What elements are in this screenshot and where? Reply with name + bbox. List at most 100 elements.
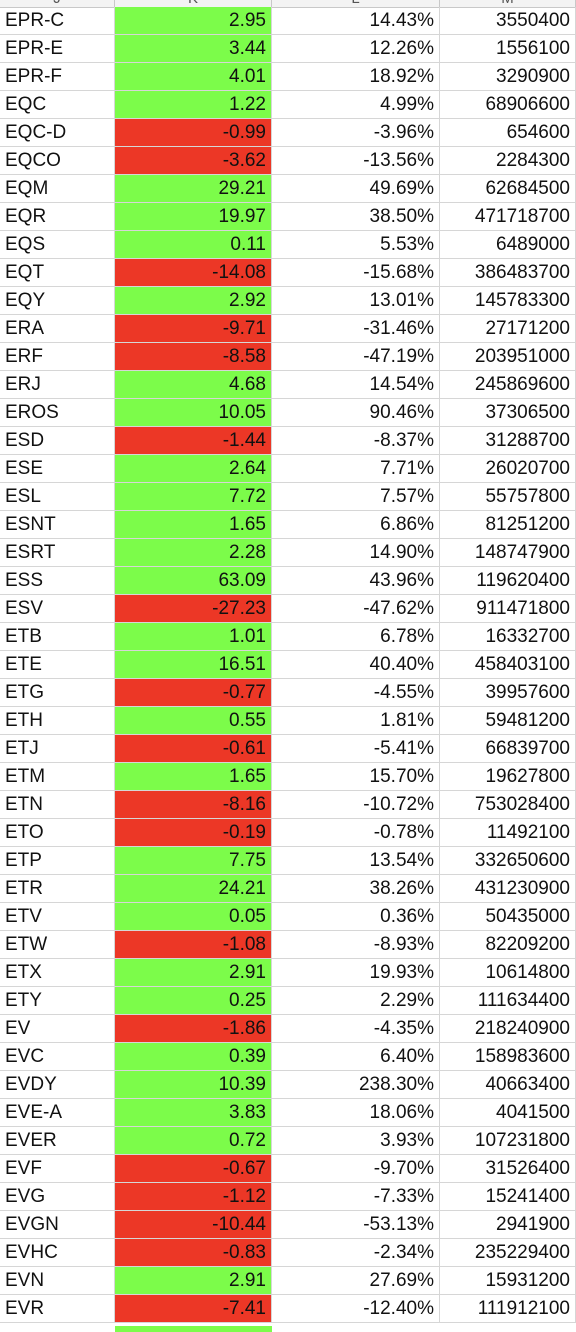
percent-change-cell[interactable]: -12.40%	[272, 1295, 440, 1323]
volume-cell[interactable]: 50435000	[440, 903, 576, 931]
change-cell[interactable]: 0.05	[115, 903, 272, 931]
percent-change-cell[interactable]: 7.71%	[272, 455, 440, 483]
percent-change-cell[interactable]: 19.93%	[272, 959, 440, 987]
volume-cell[interactable]: 39957600	[440, 679, 576, 707]
ticker-cell[interactable]: EVR	[0, 1295, 115, 1323]
ticker-cell[interactable]: EV	[0, 1015, 115, 1043]
change-cell[interactable]: 4.01	[115, 63, 272, 91]
change-cell[interactable]: 10.05	[115, 399, 272, 427]
ticker-cell[interactable]: ETG	[0, 679, 115, 707]
change-cell[interactable]: -0.83	[115, 1239, 272, 1267]
percent-change-cell[interactable]: 2.29%	[272, 987, 440, 1015]
ticker-cell[interactable]: EQY	[0, 287, 115, 315]
change-cell[interactable]: 7.72	[115, 483, 272, 511]
volume-cell[interactable]: 1556100	[440, 35, 576, 63]
change-cell[interactable]: -1.08	[115, 931, 272, 959]
change-cell[interactable]: 0.72	[115, 1127, 272, 1155]
percent-change-cell[interactable]: 15.70%	[272, 763, 440, 791]
ticker-cell[interactable]: EQT	[0, 259, 115, 287]
percent-change-cell[interactable]: -53.13%	[272, 1211, 440, 1239]
ticker-cell[interactable]: ETB	[0, 623, 115, 651]
ticker-cell[interactable]: EQR	[0, 203, 115, 231]
change-cell[interactable]: 1.65	[115, 511, 272, 539]
percent-change-cell[interactable]: -5.41%	[272, 735, 440, 763]
change-cell[interactable]: 2.92	[115, 287, 272, 315]
volume-cell[interactable]: 2941900	[440, 1211, 576, 1239]
percent-change-cell[interactable]: -13.56%	[272, 147, 440, 175]
percent-change-cell[interactable]: 6.86%	[272, 511, 440, 539]
volume-cell[interactable]: 107231800	[440, 1127, 576, 1155]
ticker-cell[interactable]: EPR-F	[0, 63, 115, 91]
change-cell[interactable]: 2.28	[115, 539, 272, 567]
percent-change-cell[interactable]: 7.57%	[272, 483, 440, 511]
change-cell[interactable]: 10.39	[115, 1071, 272, 1099]
change-cell[interactable]: -8.16	[115, 791, 272, 819]
volume-cell[interactable]: 458403100	[440, 651, 576, 679]
change-cell[interactable]: 2.95	[115, 7, 272, 35]
column-header-j[interactable]: J	[0, 0, 115, 7]
ticker-cell[interactable]: ETY	[0, 987, 115, 1015]
ticker-cell[interactable]: ETO	[0, 819, 115, 847]
volume-cell[interactable]: 10614800	[440, 959, 576, 987]
percent-change-cell[interactable]: 27.69%	[272, 1267, 440, 1295]
ticker-cell[interactable]: EVHC	[0, 1239, 115, 1267]
change-cell[interactable]: -9.71	[115, 315, 272, 343]
volume-cell[interactable]: 119620400	[440, 567, 576, 595]
ticker-cell[interactable]: ETW	[0, 931, 115, 959]
ticker-cell[interactable]: EVC	[0, 1043, 115, 1071]
ticker-cell[interactable]: EQS	[0, 231, 115, 259]
ticker-cell[interactable]: EVDY	[0, 1071, 115, 1099]
percent-change-cell[interactable]: 14.43%	[272, 7, 440, 35]
percent-change-cell[interactable]: 6.40%	[272, 1043, 440, 1071]
volume-cell[interactable]: 111912100	[440, 1295, 576, 1323]
percent-change-cell[interactable]: 43.96%	[272, 567, 440, 595]
percent-change-cell[interactable]: 5.53%	[272, 231, 440, 259]
ticker-cell[interactable]: EVN	[0, 1267, 115, 1295]
change-cell[interactable]: -27.23	[115, 595, 272, 623]
ticker-cell[interactable]: ETP	[0, 847, 115, 875]
percent-change-cell[interactable]: 18.06%	[272, 1099, 440, 1127]
ticker-cell[interactable]: ETE	[0, 651, 115, 679]
ticker-cell[interactable]: ETJ	[0, 735, 115, 763]
volume-cell[interactable]: 332650600	[440, 847, 576, 875]
change-cell[interactable]: 16.51	[115, 651, 272, 679]
volume-cell[interactable]: 911471800	[440, 595, 576, 623]
change-cell[interactable]: -0.61	[115, 735, 272, 763]
ticker-cell[interactable]: ETX	[0, 959, 115, 987]
ticker-cell[interactable]: EPR-C	[0, 7, 115, 35]
change-cell[interactable]: 0.39	[115, 1043, 272, 1071]
percent-change-cell[interactable]: -0.78%	[272, 819, 440, 847]
change-cell[interactable]: 2.91	[115, 1267, 272, 1295]
change-cell[interactable]: -14.08	[115, 259, 272, 287]
ticker-cell[interactable]: ERJ	[0, 371, 115, 399]
percent-change-cell[interactable]: -7.33%	[272, 1183, 440, 1211]
percent-change-cell[interactable]: -31.46%	[272, 315, 440, 343]
volume-cell[interactable]: 471718700	[440, 203, 576, 231]
ticker-cell[interactable]: ETM	[0, 763, 115, 791]
column-header-k[interactable]: K	[115, 0, 272, 7]
volume-cell[interactable]: 40663400	[440, 1071, 576, 1099]
percent-change-cell[interactable]: -3.96%	[272, 119, 440, 147]
ticker-cell[interactable]: EQM	[0, 175, 115, 203]
change-cell[interactable]: -0.77	[115, 679, 272, 707]
change-cell[interactable]: -0.19	[115, 819, 272, 847]
ticker-cell[interactable]: EVGN	[0, 1211, 115, 1239]
percent-change-cell[interactable]: 6.78%	[272, 623, 440, 651]
ticker-cell[interactable]: EQC-D	[0, 119, 115, 147]
ticker-cell[interactable]: EPR-E	[0, 35, 115, 63]
volume-cell[interactable]: 68906600	[440, 91, 576, 119]
change-cell[interactable]: 0.11	[115, 231, 272, 259]
ticker-cell[interactable]: EQC	[0, 91, 115, 119]
change-cell[interactable]: 3.83	[115, 1099, 272, 1127]
ticker-cell[interactable]: ESRT	[0, 539, 115, 567]
volume-cell[interactable]: 15241400	[440, 1183, 576, 1211]
ticker-cell[interactable]: EVE-A	[0, 1099, 115, 1127]
volume-cell[interactable]: 654600	[440, 119, 576, 147]
change-cell[interactable]: -1.12	[115, 1183, 272, 1211]
change-cell[interactable]: 0.55	[115, 707, 272, 735]
percent-change-cell[interactable]: 1.81%	[272, 707, 440, 735]
percent-change-cell[interactable]: 3.93%	[272, 1127, 440, 1155]
ticker-cell[interactable]: EROS	[0, 399, 115, 427]
ticker-cell[interactable]: ESS	[0, 567, 115, 595]
change-cell[interactable]: -8.58	[115, 343, 272, 371]
